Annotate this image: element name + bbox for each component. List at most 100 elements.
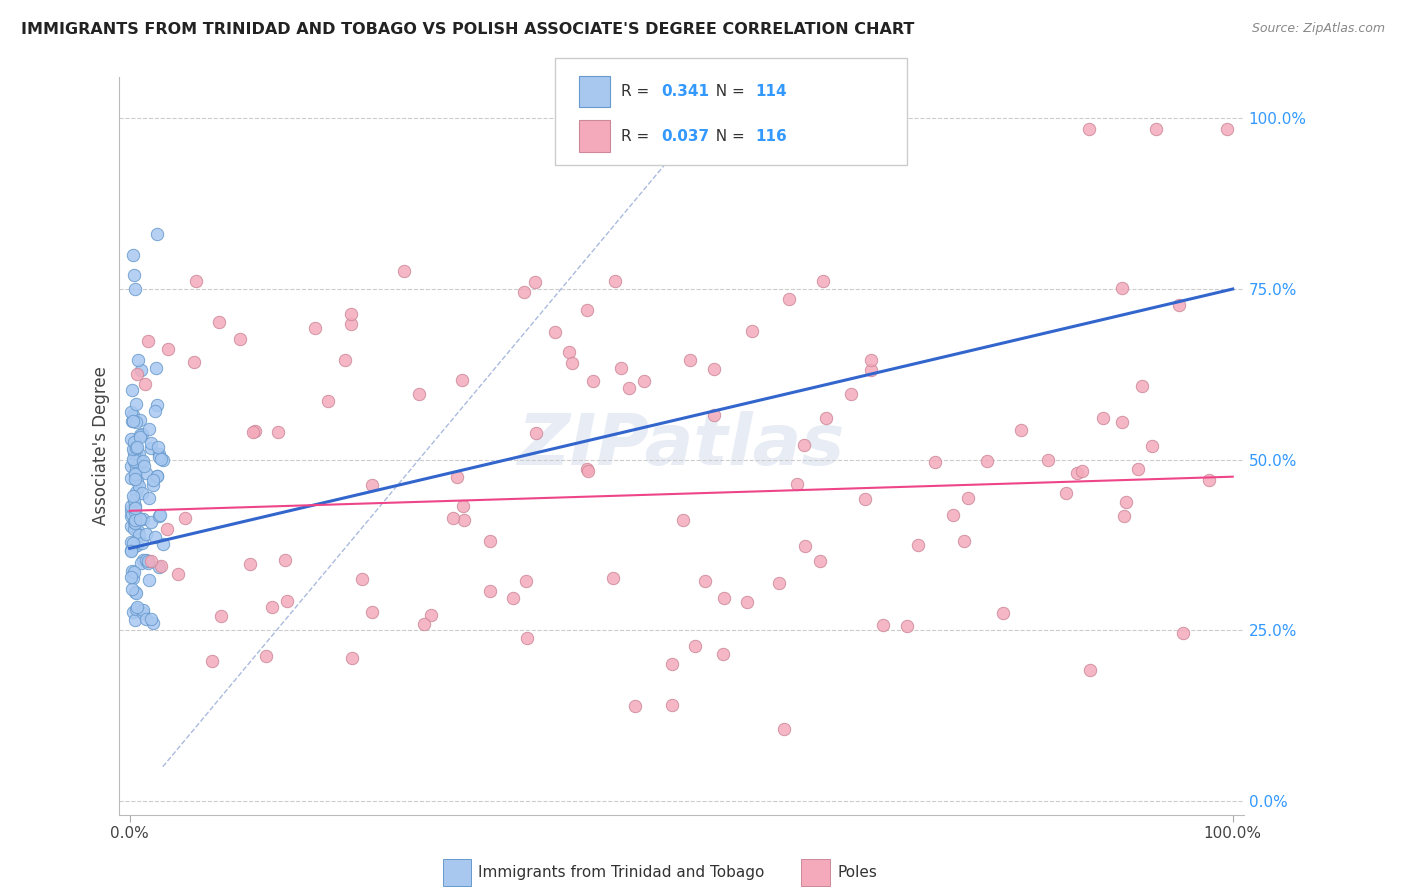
Point bbox=[450, 373, 472, 387]
Point bbox=[502, 591, 524, 606]
Point bbox=[793, 438, 815, 452]
Point bbox=[125, 447, 148, 461]
Text: R =: R = bbox=[621, 85, 655, 99]
Point bbox=[576, 302, 599, 317]
Point bbox=[122, 451, 145, 466]
Point bbox=[132, 512, 155, 526]
Point bbox=[815, 410, 838, 425]
Point bbox=[148, 559, 170, 574]
Point bbox=[420, 608, 443, 623]
Text: ZIPatlas: ZIPatlas bbox=[517, 411, 845, 481]
Point bbox=[672, 513, 695, 527]
Point bbox=[138, 491, 160, 505]
Point bbox=[661, 698, 683, 712]
Point bbox=[132, 607, 155, 621]
Point bbox=[340, 307, 363, 321]
Point bbox=[993, 606, 1015, 620]
Point bbox=[661, 657, 683, 672]
Point bbox=[201, 655, 224, 669]
Point bbox=[124, 472, 146, 486]
Text: 116: 116 bbox=[755, 128, 787, 144]
Point bbox=[209, 609, 232, 624]
Text: 0.037: 0.037 bbox=[661, 128, 709, 144]
Point bbox=[245, 424, 267, 438]
Point bbox=[125, 586, 148, 600]
Point bbox=[124, 434, 146, 449]
Point bbox=[124, 512, 146, 526]
Point bbox=[124, 467, 146, 482]
Point bbox=[124, 613, 146, 627]
Point bbox=[451, 499, 474, 513]
Point bbox=[128, 446, 150, 460]
Point bbox=[122, 414, 145, 428]
Point bbox=[860, 352, 883, 367]
Point bbox=[129, 363, 152, 377]
Point bbox=[513, 285, 536, 299]
Point bbox=[124, 493, 146, 508]
Point bbox=[942, 508, 965, 522]
Point bbox=[516, 632, 538, 646]
Point bbox=[1173, 626, 1195, 640]
Point bbox=[148, 447, 170, 461]
Point bbox=[872, 618, 894, 632]
Point bbox=[122, 489, 145, 503]
Point bbox=[853, 492, 876, 507]
Text: 114: 114 bbox=[755, 85, 786, 99]
Point bbox=[146, 440, 169, 454]
Point bbox=[1071, 464, 1094, 478]
Point bbox=[146, 398, 169, 412]
Point bbox=[695, 574, 717, 589]
Point bbox=[839, 387, 862, 401]
Point bbox=[135, 611, 157, 625]
Point bbox=[703, 362, 725, 376]
Point bbox=[136, 554, 159, 568]
Point bbox=[174, 511, 197, 525]
Point bbox=[408, 387, 430, 401]
Point bbox=[575, 462, 598, 476]
Point bbox=[121, 582, 143, 596]
Point bbox=[120, 570, 142, 584]
Point bbox=[125, 469, 148, 483]
Point bbox=[544, 326, 567, 340]
Point bbox=[453, 513, 475, 527]
Point bbox=[446, 470, 468, 484]
Point bbox=[576, 464, 599, 478]
Text: Poles: Poles bbox=[838, 865, 877, 880]
Point bbox=[121, 442, 143, 456]
Point bbox=[976, 454, 998, 468]
Point bbox=[155, 522, 177, 536]
Point bbox=[132, 603, 155, 617]
Point bbox=[1130, 379, 1153, 393]
Point bbox=[619, 381, 641, 395]
Point bbox=[340, 651, 363, 665]
Point bbox=[392, 264, 415, 278]
Point bbox=[143, 404, 166, 418]
Point bbox=[120, 535, 142, 549]
Point bbox=[135, 527, 157, 541]
Point bbox=[1111, 281, 1133, 295]
Point bbox=[120, 471, 142, 485]
Point bbox=[741, 324, 763, 338]
Point bbox=[350, 572, 373, 586]
Text: R =: R = bbox=[621, 128, 655, 144]
Y-axis label: Associate's Degree: Associate's Degree bbox=[93, 367, 110, 525]
Point bbox=[124, 516, 146, 530]
Point bbox=[183, 355, 205, 369]
Point bbox=[1010, 424, 1032, 438]
Point bbox=[811, 274, 834, 288]
Point bbox=[138, 574, 160, 588]
Point bbox=[603, 274, 626, 288]
Point bbox=[1144, 121, 1167, 136]
Point bbox=[713, 591, 735, 605]
Point bbox=[124, 505, 146, 519]
Point bbox=[794, 539, 817, 553]
Text: N =: N = bbox=[706, 128, 749, 144]
Point bbox=[128, 479, 150, 493]
Point bbox=[124, 440, 146, 454]
Point bbox=[120, 503, 142, 517]
Point bbox=[773, 722, 796, 736]
Point bbox=[128, 528, 150, 542]
Point bbox=[142, 478, 165, 492]
Point bbox=[702, 408, 724, 422]
Point bbox=[1114, 509, 1136, 524]
